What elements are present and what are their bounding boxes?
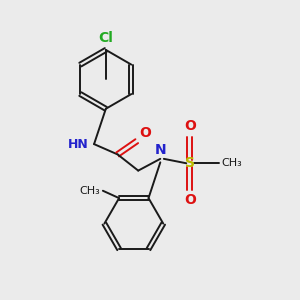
Text: S: S (185, 156, 195, 170)
Text: HN: HN (68, 138, 89, 151)
Text: CH₃: CH₃ (80, 186, 101, 196)
Text: N: N (154, 143, 166, 158)
Text: Cl: Cl (98, 31, 113, 45)
Text: O: O (184, 193, 196, 207)
Text: O: O (184, 119, 196, 133)
Text: O: O (139, 126, 151, 140)
Text: CH₃: CH₃ (221, 158, 242, 168)
